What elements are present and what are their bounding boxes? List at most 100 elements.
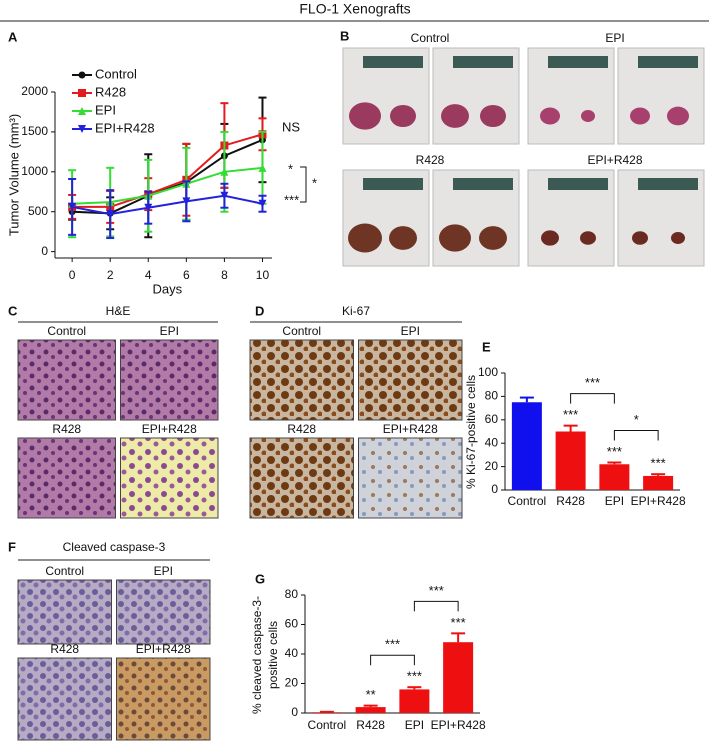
y-tick-label: 500 [28, 204, 48, 218]
tumor [671, 232, 685, 244]
x-tick-label: 4 [145, 268, 152, 282]
photo [120, 437, 219, 519]
series-line [72, 166, 263, 205]
significance-label: *** [385, 637, 400, 652]
ruler [548, 178, 608, 190]
panel-title: H&E [106, 304, 131, 318]
tumor [540, 107, 560, 125]
series-line [72, 133, 263, 208]
bar [355, 707, 386, 713]
y-tick-label: 20 [285, 676, 299, 690]
panel-letter: D [255, 303, 264, 318]
ruler [363, 56, 423, 68]
significance-label: ** [366, 687, 376, 702]
point [106, 210, 115, 219]
y-tick-label: 40 [285, 646, 299, 660]
significance-bracket [300, 166, 307, 203]
panel-title: Ki-67 [342, 304, 370, 318]
bar [443, 642, 474, 713]
y-tick-label: 2000 [21, 84, 48, 98]
annotation: * [312, 175, 317, 190]
x-tick-label: 10 [256, 268, 270, 282]
subpanel-label: EPI+R428 [587, 153, 642, 167]
panel-title: Cleaved caspase-3 [63, 540, 166, 554]
legend-label: EPI [95, 102, 116, 117]
x-tick-label: EPI+R428 [431, 718, 486, 732]
ruler [638, 178, 698, 190]
significance-label: *** [563, 407, 578, 422]
significance-bracket [613, 430, 659, 441]
bar [399, 689, 430, 713]
photo [17, 657, 112, 741]
tumor [348, 223, 382, 253]
photo [358, 339, 463, 421]
y-tick-label: 60 [485, 412, 499, 426]
tumor [439, 224, 471, 252]
x-tick-label: 0 [69, 268, 76, 282]
subpanel-label: R428 [287, 422, 316, 436]
photo [17, 339, 116, 421]
significance-label: *** [607, 444, 622, 459]
photo [17, 437, 116, 519]
legend-label: R428 [95, 84, 126, 99]
photo [358, 437, 463, 519]
significance-label: *** [407, 669, 422, 684]
ruler [638, 56, 698, 68]
significance-label: *** [651, 456, 666, 471]
y-tick-label: 0 [291, 705, 298, 719]
photo [120, 339, 219, 421]
tumor [581, 110, 595, 122]
subpanel-label: EPI [160, 324, 179, 338]
legend-label: Control [95, 66, 137, 81]
tumor [479, 226, 507, 250]
point [258, 163, 267, 172]
photo [17, 579, 112, 645]
subpanel-label: EPI+R428 [383, 422, 438, 436]
y-axis-label: % Ki-67-positive cells [464, 375, 478, 489]
ruler [548, 56, 608, 68]
subpanel-label: R428 [416, 153, 445, 167]
annotation: * [288, 161, 293, 176]
point [220, 191, 229, 200]
tumor [390, 104, 416, 128]
x-axis-label: Days [152, 281, 182, 296]
subpanel-label: R428 [52, 422, 81, 436]
x-tick-label: R428 [356, 718, 385, 732]
legend-label: EPI+R428 [95, 120, 155, 135]
y-tick-label: 20 [485, 459, 499, 473]
bar [599, 464, 630, 490]
x-tick-label: EPI+R428 [631, 494, 686, 508]
significance-bracket [413, 600, 459, 612]
y-axis-label: % cleaved caspase-3- [250, 596, 264, 714]
legend-marker [78, 125, 86, 133]
y-tick-label: 40 [485, 435, 499, 449]
subpanel-label: EPI [401, 324, 420, 338]
y-tick-label: 0 [41, 244, 48, 258]
ruler [453, 178, 513, 190]
figure-title: FLO-1 Xenografts [299, 1, 410, 17]
tumor [580, 231, 596, 245]
subpanel-label: EPI+R428 [142, 422, 197, 436]
bar [511, 402, 542, 490]
y-tick-label: 0 [491, 482, 498, 496]
point [220, 167, 229, 176]
subpanel-label: EPI [605, 31, 624, 45]
photo [116, 579, 211, 645]
annotation: *** [284, 192, 299, 207]
significance-label: *** [429, 583, 444, 598]
x-tick-label: R428 [556, 494, 585, 508]
panel-letter: E [482, 339, 491, 354]
significance-label: *** [585, 375, 600, 390]
tumor [667, 106, 689, 126]
significance-bracket [370, 654, 415, 666]
point [258, 199, 267, 208]
y-tick-label: 100 [478, 365, 498, 379]
y-tick-label: 1000 [21, 164, 48, 178]
point [68, 202, 77, 211]
point [182, 197, 191, 206]
tumor [441, 104, 469, 128]
tumor [389, 226, 417, 250]
x-tick-label: 2 [107, 268, 114, 282]
bar [555, 431, 586, 490]
photo [249, 437, 354, 519]
